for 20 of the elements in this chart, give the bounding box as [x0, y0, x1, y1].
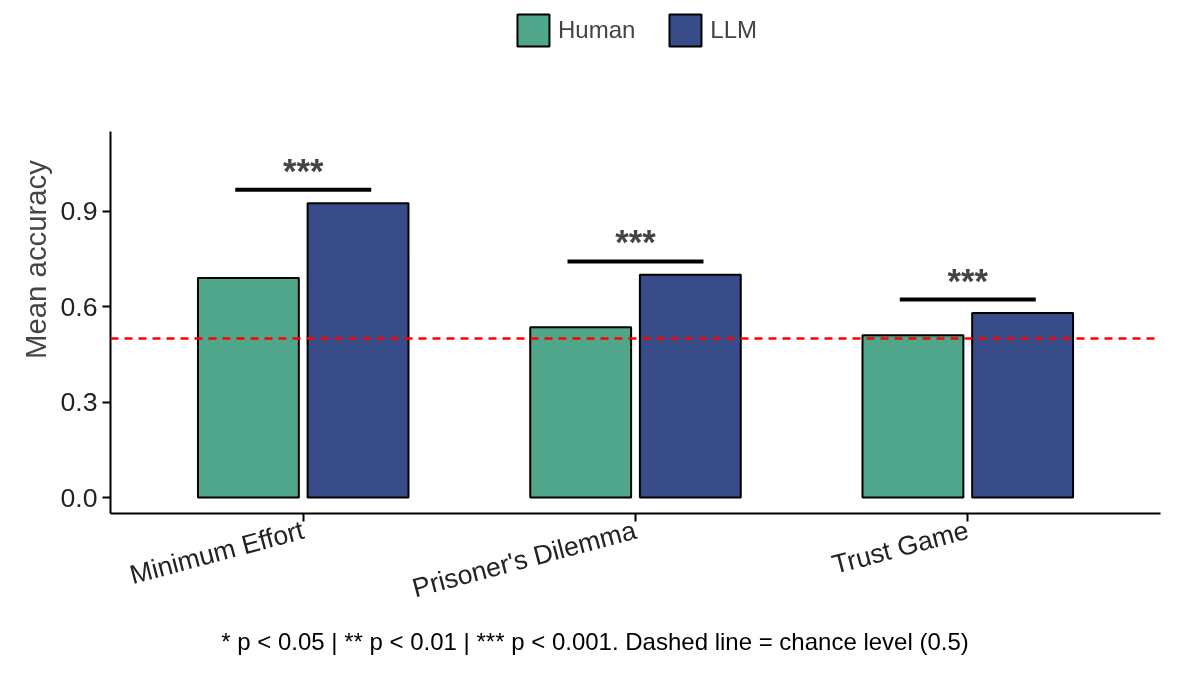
y-tick-label: 0.9 [60, 196, 98, 227]
x-tick-label: Trust Game [828, 515, 972, 580]
bar [196, 276, 300, 499]
bar [971, 311, 1075, 499]
annotation: *** [615, 223, 657, 262]
bar [529, 326, 633, 499]
y-tick-label: 0.6 [60, 291, 98, 322]
x-tick-label: Prisoner's Dilemma [409, 514, 640, 604]
bar [861, 334, 965, 499]
legend-label: Human [557, 16, 636, 44]
x-tick-label: Minimum Effort [126, 514, 308, 590]
bar [306, 202, 410, 499]
annotation: *** [947, 261, 989, 300]
legend-label: LLM [710, 16, 758, 44]
y-tick-label: 0.0 [60, 482, 98, 513]
y-tick-label: 0.3 [60, 387, 98, 418]
text: * p < 0.05 | ** p < 0.01 | *** p < 0.001. Dashed line = chance level (0.5) [221, 627, 969, 657]
y-axis-title: Mean accuracy [19, 159, 53, 359]
bar [638, 273, 742, 499]
annotation: *** [282, 151, 324, 190]
